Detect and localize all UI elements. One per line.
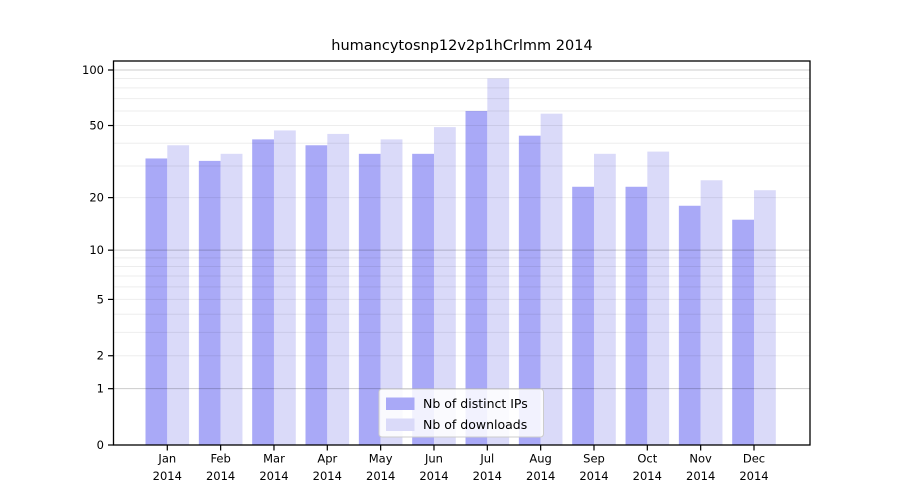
x-tick-label-year-mar: 2014 <box>259 469 288 483</box>
x-axis: Jan 2014 Feb 2014 Mar 2014 Apr 2014 May 2014 Jun 20… <box>153 445 769 483</box>
y-tick-label-20: 20 <box>89 191 104 205</box>
bar-distinct-ips-aug <box>518 135 541 445</box>
bar-downloads-nov <box>700 180 723 445</box>
x-tick-label-year-sep: 2014 <box>579 469 608 483</box>
bar-distinct-ips-feb <box>198 160 221 445</box>
bar-distinct-ips-nov <box>678 205 701 445</box>
y-tick-label-100: 100 <box>82 63 104 77</box>
bar-distinct-ips-sep <box>572 186 594 445</box>
bar-downloads-may <box>380 139 403 445</box>
x-tick-label-month-may: May <box>369 452 393 466</box>
bar-downloads-jan <box>167 145 190 445</box>
x-tick-label-year-apr: 2014 <box>313 469 342 483</box>
legend-label-downloads: Nb of downloads <box>423 417 527 432</box>
x-tick-label-year-dec: 2014 <box>739 469 768 483</box>
bar-downloads-jul <box>487 78 510 446</box>
bar-distinct-ips-dec <box>732 219 754 445</box>
x-tick-label-month-mar: Mar <box>263 452 285 466</box>
plot-border <box>112 60 811 446</box>
bar-downloads-feb <box>220 153 243 445</box>
bar-downloads-oct <box>647 151 670 445</box>
x-tick-label-month-apr: Apr <box>317 452 337 466</box>
x-tick-label-year-feb: 2014 <box>206 469 235 483</box>
x-tick-label-month-aug: Aug <box>529 452 551 466</box>
bar-distinct-ips-oct <box>625 186 648 445</box>
y-tick-label-5: 5 <box>97 292 104 306</box>
x-tick-label-month-oct: Oct <box>637 452 657 466</box>
x-tick-label-month-jan: Jan <box>157 452 176 466</box>
bar-downloads-mar <box>273 130 296 446</box>
bar-downloads-jun <box>433 127 456 445</box>
bar-distinct-ips-jun <box>412 153 434 445</box>
legend-box <box>378 388 544 438</box>
bar-distinct-ips-apr <box>305 145 328 445</box>
x-tick-label-year-oct: 2014 <box>633 469 662 483</box>
bars-layer <box>145 78 776 446</box>
x-tick-label-year-may: 2014 <box>366 469 395 483</box>
legend-swatch-downloads <box>386 418 415 431</box>
legend-label-distinct-ips: Nb of distinct IPs <box>423 396 528 411</box>
x-tick-label-month-jun: Jun <box>424 452 443 466</box>
legend: Nb of distinct IPs Nb of downloads <box>378 388 544 438</box>
x-tick-label-year-jul: 2014 <box>473 469 502 483</box>
y-tick-label-10: 10 <box>89 243 104 257</box>
bar-downloads-sep <box>593 153 616 445</box>
x-tick-label-month-feb: Feb <box>210 452 230 466</box>
legend-swatch-distinct-ips <box>386 397 415 410</box>
x-tick-label-year-aug: 2014 <box>526 469 555 483</box>
x-tick-label-month-dec: Dec <box>743 452 765 466</box>
y-tick-label-50: 50 <box>89 119 104 133</box>
x-tick-label-year-jun: 2014 <box>419 469 448 483</box>
gridlines-layer <box>113 69 810 390</box>
bar-distinct-ips-jan <box>145 158 168 446</box>
x-tick-label-year-jan: 2014 <box>153 469 182 483</box>
y-tick-label-2: 2 <box>97 349 104 363</box>
y-axis: 0 1 2 5 10 20 50 100 <box>82 63 114 452</box>
x-tick-label-year-nov: 2014 <box>686 469 715 483</box>
chart-title: humancytosnp12v2p1hCrlmm 2014 <box>331 38 592 54</box>
x-tick-label-month-jul: Jul <box>479 452 494 466</box>
y-tick-label-1: 1 <box>97 382 104 396</box>
y-tick-label-0: 0 <box>97 438 104 452</box>
x-tick-label-month-sep: Sep <box>583 452 605 466</box>
bar-distinct-ips-may <box>358 153 381 445</box>
bar-distinct-ips-mar <box>252 139 274 445</box>
bar-distinct-ips-jul <box>465 110 488 445</box>
bar-downloads-dec <box>754 190 776 445</box>
bar-downloads-aug <box>540 113 563 445</box>
x-tick-label-month-nov: Nov <box>689 452 712 466</box>
bar-downloads-apr <box>327 133 350 445</box>
